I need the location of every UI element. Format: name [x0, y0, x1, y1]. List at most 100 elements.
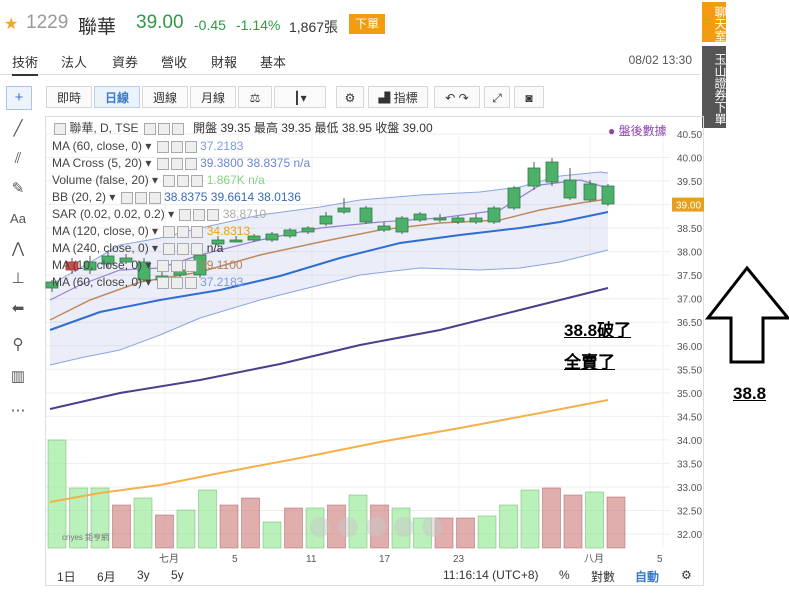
indicator-controls[interactable]	[155, 258, 200, 272]
indicator-controls[interactable]	[161, 173, 206, 187]
price-axis-label: 32.50	[677, 506, 702, 517]
indicator-controls[interactable]	[161, 241, 206, 255]
candle-body	[395, 217, 409, 233]
more-icon[interactable]: ⋯	[10, 402, 26, 419]
candle-body	[601, 185, 615, 205]
volume-bar	[456, 517, 475, 549]
chart-toolbar: 即時 日線 週線 月線 ⚖ ┃▾ ⚙ ▟ 指標 ↶ ↷ ⤢ ◙	[46, 84, 550, 112]
bollinger-band-fill	[50, 172, 608, 365]
text-tool-icon[interactable]: Aa	[10, 211, 26, 226]
data-timestamp: 08/02 13:30	[628, 53, 692, 67]
ma-60-line	[49, 211, 609, 331]
fullscreen-icon[interactable]: ⤢	[484, 86, 510, 108]
cnyes-logo: cnyes 鉅亨網	[62, 532, 109, 542]
indicator-legend-row[interactable]: Volume (false, 20) ▾ 1.867K n/a	[52, 172, 265, 189]
indicator-legend-row[interactable]: MA (120, close, 0) ▾ 34.8313	[52, 223, 250, 240]
current-price-tag	[672, 197, 704, 212]
indicator-values: 37.2183	[200, 139, 244, 153]
stock-price: 39.00	[136, 12, 184, 33]
order-button[interactable]: 下單	[349, 14, 385, 34]
range-1d-button[interactable]: 1日	[57, 570, 76, 584]
price-axis-label: 39.50	[677, 177, 702, 188]
legend-remove-icon[interactable]	[171, 122, 184, 135]
interval-realtime-button[interactable]: 即時	[46, 86, 92, 108]
tab-basics[interactable]: 基本	[260, 55, 287, 70]
range-6m-button[interactable]: 6月	[97, 570, 116, 584]
chart-frame[interactable]	[45, 116, 704, 586]
candle-body	[487, 207, 501, 223]
zoom-control-icon	[366, 517, 386, 537]
indicator-name: MA (10, close, 0) ▾	[52, 258, 155, 272]
after-hours-data-link[interactable]: ● 盤後數據	[608, 124, 667, 138]
bollinger-lower-line	[49, 249, 609, 366]
price-axis-label: 34.00	[677, 436, 702, 447]
camera-icon[interactable]: ◙	[514, 86, 544, 108]
interval-daily-button[interactable]: 日線	[94, 86, 140, 108]
range-5y-button[interactable]: 5y	[171, 568, 184, 582]
volume-bar	[47, 439, 67, 549]
crosshair-icon[interactable]: +	[6, 86, 32, 110]
zoom-icon[interactable]: ⚲	[12, 336, 24, 353]
zoom-control-icon	[422, 517, 442, 537]
brush-icon[interactable]: ✎	[11, 180, 25, 197]
candle-body	[247, 235, 261, 241]
compare-icon[interactable]: ⚖	[238, 86, 272, 108]
chart-bottom-bar: 1日 6月 3y 5y 11:16:14 (UTC+8) % 對數 自動 ⚙	[45, 566, 704, 586]
chatroom-button[interactable]: 聊天室	[702, 2, 727, 42]
indicator-legend-row[interactable]: MA Cross (5, 20) ▾ 39.3800 38.8375 n/a	[52, 155, 310, 172]
candle-type-icon[interactable]: ┃▾	[274, 86, 326, 108]
candle-body	[377, 225, 391, 231]
candle-body	[211, 239, 225, 245]
tab-technical[interactable]: 技術	[12, 52, 39, 76]
scale-settings-icon[interactable]: ⚙	[681, 568, 692, 582]
tab-revenue[interactable]: 營收	[161, 55, 188, 70]
candle-body	[563, 179, 577, 199]
interval-weekly-button[interactable]: 週線	[142, 86, 188, 108]
range-3y-button[interactable]: 3y	[137, 568, 150, 582]
indicator-controls[interactable]	[119, 190, 164, 204]
legend-settings-icon[interactable]	[157, 122, 170, 135]
tab-margin[interactable]: 資券	[112, 55, 139, 70]
auto-scale-toggle[interactable]: 自動	[635, 570, 660, 584]
ruler-icon[interactable]: ▥	[10, 368, 26, 385]
settings-gear-icon[interactable]: ⚙	[336, 86, 364, 108]
symbol-info: 聯華, D, TSE	[69, 121, 139, 135]
pattern-icon[interactable]: ⋀	[11, 240, 25, 257]
tab-financials[interactable]: 財報	[211, 55, 238, 70]
volume-bar	[176, 509, 196, 549]
indicator-legend-row[interactable]: MA (240, close, 0) ▾ n/a	[52, 240, 223, 257]
indicator-controls[interactable]	[155, 275, 200, 289]
indicator-controls[interactable]	[155, 156, 200, 170]
securities-order-button[interactable]: 玉山證券下單	[702, 46, 727, 128]
collapse-legend-icon[interactable]	[54, 122, 66, 135]
stock-code: 1229	[26, 12, 69, 33]
fibonacci-icon[interactable]: ⫽	[14, 150, 22, 167]
candle-body	[413, 213, 427, 221]
tab-institutional[interactable]: 法人	[61, 55, 88, 70]
interval-monthly-button[interactable]: 月線	[190, 86, 236, 108]
measure-icon[interactable]: ⊥	[11, 270, 25, 287]
candle-body	[527, 167, 541, 187]
indicator-controls[interactable]	[161, 224, 206, 238]
drawing-toolbar: + ╱ ⫽ ✎ Aa ⋀ ⊥ ⬅ ⚲ ▥ ⋯	[0, 84, 38, 424]
indicator-legend-row[interactable]: MA (60, close, 0) ▾ 37.2183	[52, 138, 243, 155]
back-arrow-icon[interactable]: ⬅	[11, 300, 25, 317]
legend-visibility-icon[interactable]	[143, 122, 156, 135]
indicators-label: 指標	[393, 91, 418, 105]
percent-scale-toggle[interactable]: %	[559, 568, 570, 582]
indicator-controls[interactable]	[155, 139, 200, 153]
indicator-legend-row[interactable]: BB (20, 2) ▾ 38.8375 39.6614 38.0136	[52, 189, 301, 206]
indicator-values: n/a	[206, 241, 224, 255]
volume-bar	[90, 487, 110, 549]
price-axis-label: 36.00	[677, 342, 702, 353]
trendline-icon[interactable]: ╱	[13, 120, 23, 137]
indicator-legend-row[interactable]: SAR (0.02, 0.02, 0.2) ▾ 38.8710	[52, 206, 266, 223]
log-scale-toggle[interactable]: 對數	[591, 570, 616, 584]
indicator-controls[interactable]	[177, 207, 222, 221]
indicator-legend-row[interactable]: MA (60, close, 0) ▾ 37.2183	[52, 274, 243, 291]
indicators-button[interactable]: ▟ 指標	[368, 86, 428, 108]
favorite-star-icon[interactable]: ★	[4, 16, 19, 33]
indicator-legend-row[interactable]: MA (10, close, 0) ▾ 39.1100	[52, 257, 243, 274]
undo-redo-icon[interactable]: ↶ ↷	[434, 86, 480, 108]
